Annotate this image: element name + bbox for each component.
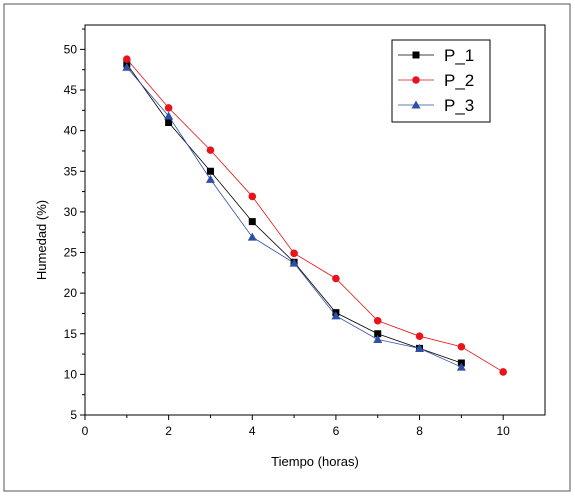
y-tick-label: 35 [64,164,78,178]
y-tick-label: 40 [64,124,78,138]
y-tick-label: 20 [64,286,78,300]
y-tick-label: 45 [64,83,78,97]
series-line-p-2 [126,58,504,373]
data-point-p-3 [415,343,425,352]
y-axis: 5 10 15 20 25 30 35 40 45 50 [64,28,85,422]
series-p-3 [122,62,466,371]
legend-label-p-1: P_1 [444,46,474,65]
legend-item-p-3: P_3 [398,96,474,115]
y-tick-label: 25 [64,246,78,260]
series-layer [122,55,507,376]
data-point-p-1 [248,218,256,226]
legend-marker-p-1 [412,51,420,59]
x-axis: 0 2 4 6 8 10 [82,415,511,438]
data-point-p-3 [331,311,341,320]
y-tick-label: 15 [64,327,78,341]
data-point-p-3 [122,62,132,71]
data-point-p-2 [123,55,131,63]
x-axis-title: Tiempo (horas) [271,454,359,469]
data-point-p-3 [247,232,257,241]
data-point-p-2 [373,316,382,325]
y-tick-label: 30 [64,205,78,219]
data-point-p-3 [289,258,299,267]
legend-marker-p-3 [411,100,421,109]
x-tick-label: 0 [82,424,89,438]
y-tick-label: 5 [70,408,77,422]
legend-item-p-1: P_1 [398,46,474,65]
data-point-p-2 [248,192,257,201]
data-point-p-2 [290,249,298,258]
legend-label-p-2: P_2 [444,71,474,90]
legend-box [391,39,491,123]
x-tick-label: 2 [165,424,172,438]
x-tick-label: 8 [416,424,423,438]
x-tick-label: 4 [249,424,256,438]
y-tick-label: 50 [64,42,78,56]
data-point-p-1 [374,330,382,338]
x-tick-label: 6 [333,424,340,438]
data-point-p-3 [164,111,174,120]
data-point-p-2 [164,104,173,112]
data-point-p-2 [206,146,215,154]
y-tick-label: 10 [64,367,78,381]
y-axis-title: Humedad (%) [34,200,49,280]
data-point-p-2 [415,332,424,340]
data-point-p-2 [499,368,507,376]
data-point-p-1 [165,119,173,126]
series-p-2 [123,55,507,376]
data-point-p-2 [457,342,466,351]
legend-marker-p-2 [412,76,420,84]
plot-area-frame [84,24,546,416]
data-point-p-3 [456,362,466,371]
legend-item-p-2: P_2 [398,71,474,90]
data-point-p-3 [205,174,215,183]
data-point-p-1 [206,167,214,175]
legend-label-p-3: P_3 [444,96,474,115]
x-tick-label: 10 [497,424,511,438]
data-point-p-2 [332,274,340,283]
legend: P_1 P_2 P_3 [391,39,491,123]
figure-border [3,3,571,492]
data-point-p-3 [373,334,383,343]
